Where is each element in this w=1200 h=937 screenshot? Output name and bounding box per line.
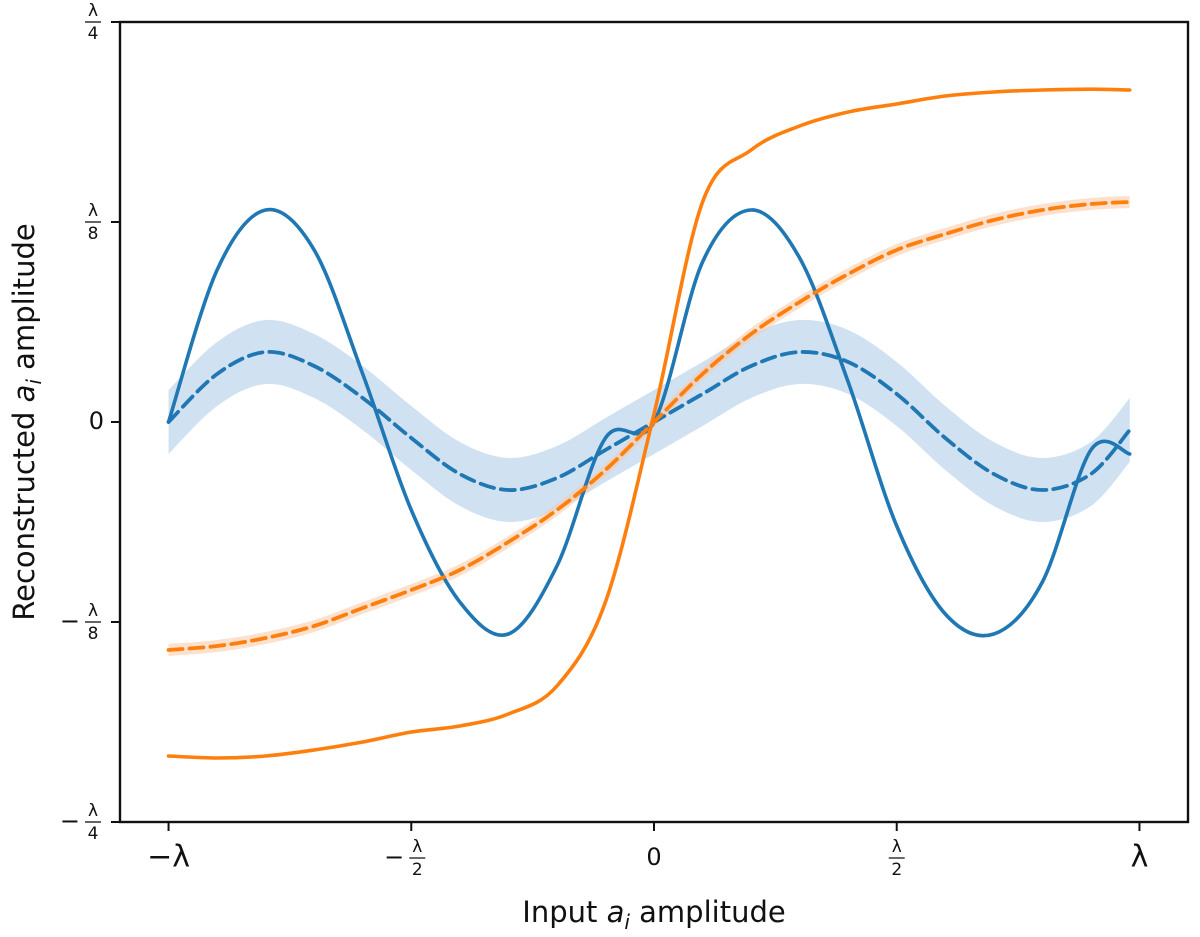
x-tick-label-2: 0 <box>646 843 661 871</box>
y-tick-label-1-num: λ <box>88 201 98 221</box>
y-tick-label-2-text: 0 <box>89 407 104 435</box>
y-tick-label-4: − λ 4 <box>60 801 101 844</box>
y-tick-label-3-den: 8 <box>88 624 99 644</box>
x-axis-title-part-2: i <box>624 910 630 934</box>
x-axis-title-part-0: Input <box>522 895 606 929</box>
y-tick-label-2: 0 <box>89 407 104 435</box>
x-tick-label-3-num: λ <box>892 837 902 857</box>
y-axis-title: Reconstructed ai amplitude <box>7 223 46 620</box>
y-axis-title-part-2: i <box>22 379 46 385</box>
x-tick-label-1: − λ 2 <box>384 837 426 880</box>
y-tick-label-0-den: 4 <box>88 24 99 44</box>
y-tick-label-3: − λ 8 <box>60 601 101 644</box>
y-tick-label-4-den: 4 <box>88 824 99 844</box>
y-axis-title-part-0: Reconstructed <box>7 402 41 620</box>
y-axis-title-part-3: amplitude <box>7 223 41 379</box>
x-tick-label-4-text: λ <box>1131 840 1149 875</box>
series-3-band <box>168 196 1130 656</box>
x-tick-label-4: λ <box>1131 840 1149 875</box>
y-tick-label-0: λ4 <box>85 1 101 44</box>
x-tick-label-1-den: 2 <box>412 860 423 880</box>
x-tick-label-0: −λ <box>147 840 190 875</box>
x-tick-label-3: λ2 <box>888 837 905 880</box>
y-tick-label-3-minus: − <box>60 607 80 635</box>
y-tick-label-1: λ8 <box>85 201 101 244</box>
x-axis-title: Input ai amplitude <box>522 895 785 934</box>
y-tick-label-4-minus: − <box>60 807 80 835</box>
y-tick-label-3-num: λ <box>88 601 98 621</box>
x-tick-label-2-text: 0 <box>646 843 661 871</box>
y-tick-label-1-den: 8 <box>88 224 99 244</box>
x-tick-label-3-den: 2 <box>891 860 902 880</box>
y-axis-title-part-1: a <box>7 385 41 403</box>
series-3-line <box>166 200 1132 652</box>
series-2-line <box>166 87 1132 760</box>
y-tick-label-4-num: λ <box>88 801 98 821</box>
y-tick-label-0-num: λ <box>88 1 98 21</box>
x-tick-label-1-minus: − <box>384 843 404 871</box>
x-tick-label-0-text: −λ <box>147 840 190 875</box>
x-axis-title-part-3: amplitude <box>630 895 786 929</box>
x-tick-label-1-num: λ <box>412 837 422 857</box>
x-axis-title-part-1: a <box>607 895 625 929</box>
